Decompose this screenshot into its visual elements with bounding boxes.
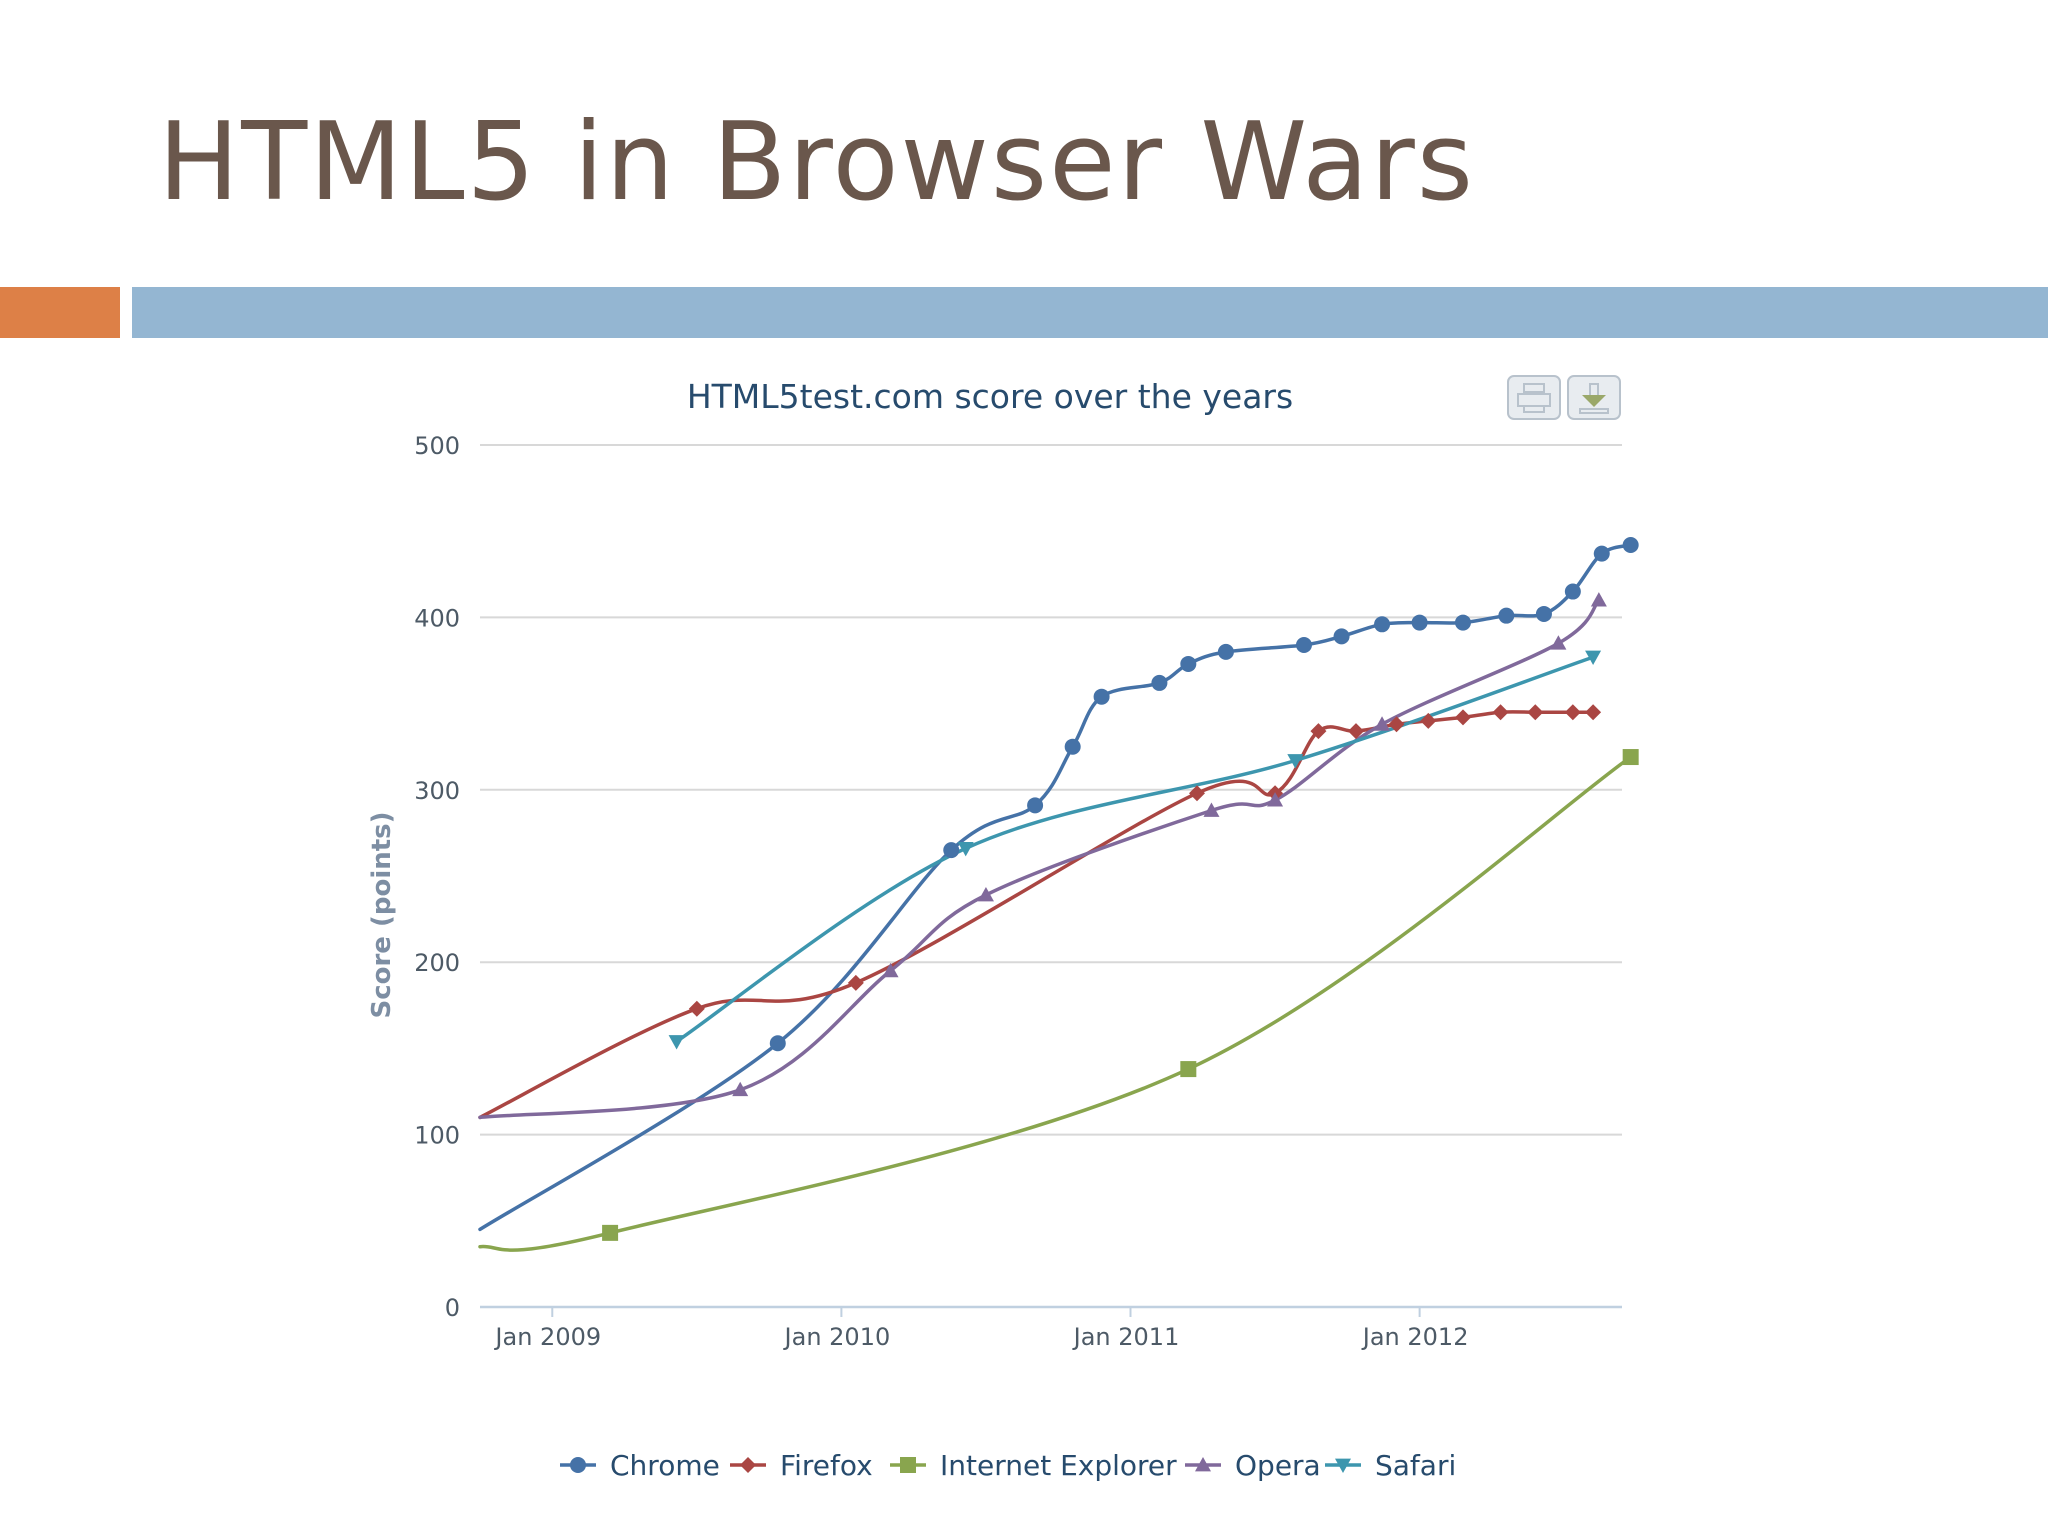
- data-point-chrome: [1027, 797, 1044, 814]
- y-tick-label: 200: [414, 949, 460, 977]
- legend-marker-chrome: [570, 1457, 586, 1473]
- data-point-chrome: [1411, 614, 1428, 631]
- data-point-chrome: [1498, 607, 1515, 624]
- chart-title: HTML5test.com score over the years: [687, 377, 1293, 416]
- data-point-firefox: [1564, 704, 1581, 721]
- printer-icon: [1517, 383, 1551, 413]
- x-tick-label: Jan 2010: [783, 1323, 891, 1351]
- chart-legend: Chrome Firefox Internet Explorer Opera Safar…: [560, 1449, 1456, 1482]
- data-point-firefox: [1492, 704, 1509, 721]
- legend-marker-safari: [1335, 1458, 1351, 1473]
- data-point-firefox: [688, 1000, 705, 1017]
- data-point-chrome: [1593, 545, 1610, 562]
- data-point-chrome: [1333, 628, 1350, 645]
- y-tick-label: 0: [445, 1294, 460, 1322]
- data-point-chrome: [1622, 536, 1639, 553]
- data-point-firefox: [1310, 723, 1327, 740]
- download-button[interactable]: [1567, 375, 1621, 420]
- legend-label-firefox: Firefox: [780, 1449, 873, 1482]
- legend-label-internet-explorer: Internet Explorer: [940, 1449, 1177, 1482]
- legend-label-opera: Opera: [1235, 1449, 1321, 1482]
- data-point-opera: [977, 886, 994, 902]
- data-point-chrome: [1064, 738, 1081, 755]
- y-tick-label: 500: [414, 432, 460, 460]
- data-point-chrome: [769, 1035, 786, 1052]
- data-point-chrome: [1093, 688, 1110, 705]
- print-button[interactable]: [1507, 375, 1561, 420]
- data-point-safari: [1585, 650, 1602, 666]
- slide-title: HTML5 in Browser Wars: [158, 100, 1476, 225]
- y-tick-label: 400: [414, 604, 460, 632]
- data-point-opera: [1267, 792, 1284, 807]
- data-point-firefox: [1388, 716, 1405, 733]
- data-point-firefox: [1585, 704, 1602, 721]
- data-point-chrome: [1151, 674, 1168, 691]
- x-tick-label: Jan 2012: [1361, 1323, 1469, 1351]
- grid-lines: [480, 444, 1622, 1317]
- data-point-chrome: [1295, 636, 1312, 653]
- data-point-chrome: [1535, 605, 1552, 622]
- download-icon: [1579, 383, 1609, 414]
- y-tick-label: 300: [414, 777, 460, 805]
- legend-marker-firefox: [740, 1457, 756, 1473]
- y-axis-title: Score (points): [367, 811, 397, 1018]
- data-point-chrome: [1180, 655, 1197, 672]
- data-point-firefox: [1189, 785, 1206, 802]
- x-tick-label: Jan 2009: [493, 1323, 601, 1351]
- series-markers: [602, 536, 1639, 1241]
- data-point-chrome: [1217, 643, 1234, 660]
- data-point-safari: [1287, 754, 1304, 769]
- series-lines: [478, 543, 1633, 1252]
- accent-bar-blue: [132, 287, 2048, 338]
- series-line-opera: [478, 598, 1601, 1120]
- legend-marker-opera: [1195, 1457, 1211, 1472]
- data-point-opera: [1590, 592, 1607, 607]
- x-tick-label: Jan 2011: [1072, 1323, 1180, 1351]
- data-point-firefox: [847, 974, 864, 991]
- legend-marker-internet-explorer: [900, 1457, 916, 1473]
- data-point-opera: [732, 1081, 749, 1097]
- data-point-firefox: [1527, 704, 1544, 721]
- data-point-firefox: [1420, 712, 1437, 729]
- data-point-internet-explorer: [1622, 749, 1639, 766]
- data-point-chrome: [943, 842, 960, 859]
- legend-label-safari: Safari: [1375, 1449, 1456, 1482]
- series-line-chrome: [478, 543, 1633, 1232]
- data-point-safari: [668, 1035, 685, 1050]
- data-point-opera: [1550, 635, 1567, 650]
- data-point-opera: [1374, 716, 1391, 731]
- data-point-opera: [1203, 802, 1220, 817]
- series-line-firefox: [478, 710, 1595, 1120]
- data-point-opera: [882, 962, 899, 978]
- data-point-chrome: [1454, 614, 1471, 631]
- data-point-firefox: [1348, 723, 1365, 740]
- data-point-internet-explorer: [1180, 1061, 1197, 1078]
- data-point-safari: [957, 842, 974, 857]
- data-point-chrome: [1564, 583, 1581, 600]
- series-line-internet-explorer: [478, 755, 1633, 1252]
- legend-label-chrome: Chrome: [610, 1449, 720, 1482]
- accent-bar-orange: [0, 287, 120, 338]
- data-point-internet-explorer: [602, 1224, 619, 1241]
- data-point-firefox: [1454, 709, 1471, 726]
- data-point-chrome: [1374, 616, 1391, 633]
- series-line-safari: [674, 655, 1595, 1044]
- axis-ticks: 0 100 200 300 400 500 Jan 2009 Jan 2010 Jan 2011…: [414, 432, 1468, 1351]
- y-tick-label: 100: [414, 1122, 460, 1150]
